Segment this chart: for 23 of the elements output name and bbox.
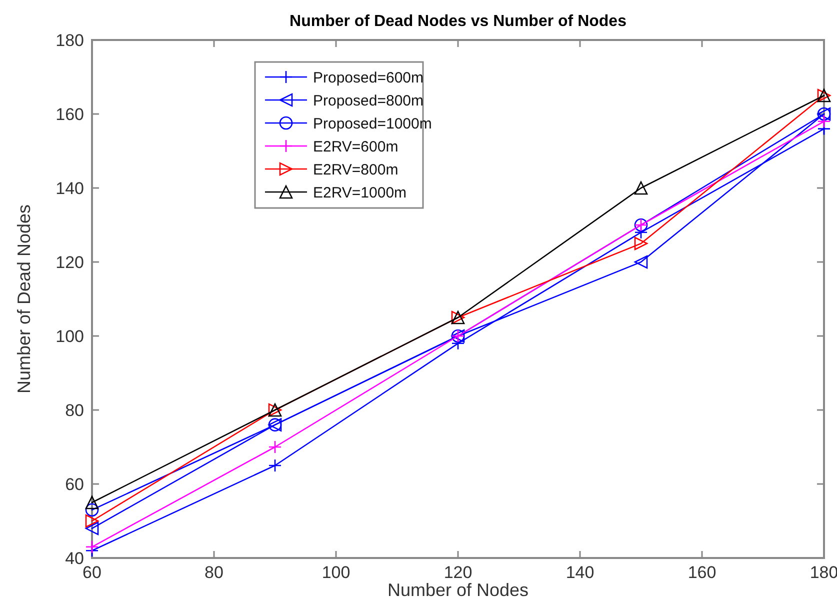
legend-label: E2RV=1000m xyxy=(313,184,407,202)
y-tick-label: 60 xyxy=(65,474,84,494)
legend-label: Proposed=600m xyxy=(313,69,424,86)
y-tick-label: 140 xyxy=(56,178,84,198)
legend-label: E2RV=800m xyxy=(313,161,398,178)
x-tick-label: 120 xyxy=(444,563,472,582)
legend-label: Proposed=800m xyxy=(313,92,424,110)
y-tick-label: 120 xyxy=(56,252,84,272)
x-tick-label: 160 xyxy=(688,563,716,582)
x-tick-label: 60 xyxy=(82,563,102,582)
x-axis-title: Number of Nodes xyxy=(387,580,529,600)
legend-label: E2RV=600m xyxy=(313,138,398,156)
y-tick-label: 40 xyxy=(65,548,84,568)
legend-label: Proposed=1000m xyxy=(313,115,432,132)
x-tick-label: 100 xyxy=(322,563,350,582)
chart-title: Number of Dead Nodes vs Number of Nodes xyxy=(290,13,627,30)
y-tick-label: 160 xyxy=(56,104,84,124)
y-tick-label: 100 xyxy=(56,326,84,346)
x-tick-label: 80 xyxy=(204,563,224,582)
y-axis-title: Number of Dead Nodes xyxy=(14,204,34,394)
y-tick-label: 180 xyxy=(56,30,84,50)
y-tick-label: 80 xyxy=(65,400,84,420)
x-tick-label: 140 xyxy=(566,563,594,582)
